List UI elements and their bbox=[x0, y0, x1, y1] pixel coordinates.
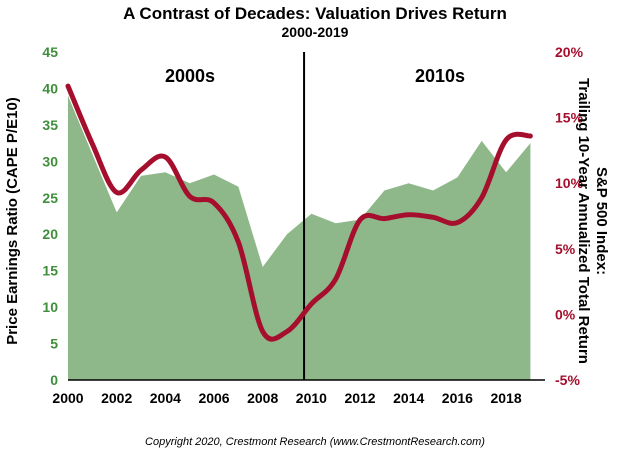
left-tick-label: 35 bbox=[42, 117, 58, 133]
right-tick-label: 10% bbox=[555, 175, 584, 191]
x-tick-label: 2006 bbox=[198, 390, 229, 406]
x-tick-label: 2016 bbox=[442, 390, 473, 406]
cape-area-layer bbox=[67, 95, 531, 380]
right-tick-label: 5% bbox=[555, 241, 576, 257]
right-tick-label: 15% bbox=[555, 110, 584, 126]
x-tick-label: 2012 bbox=[344, 390, 375, 406]
chart-title: A Contrast of Decades: Valuation Drives … bbox=[123, 4, 507, 23]
left-axis: 0 5 10 15 20 25 30 35 40 45 bbox=[42, 44, 58, 388]
x-tick-label: 2000 bbox=[52, 390, 83, 406]
left-tick-label: 30 bbox=[42, 153, 58, 169]
x-tick-label: 2018 bbox=[490, 390, 521, 406]
copyright-footer: Copyright 2020, Crestmont Research (www.… bbox=[145, 436, 485, 448]
right-tick-label: 0% bbox=[555, 306, 576, 322]
cape-area bbox=[68, 95, 531, 380]
right-axis-label-line2: Trailing 10-Year Annualized Total Return bbox=[575, 78, 592, 364]
x-tick-label: 2004 bbox=[150, 390, 181, 406]
right-axis: -5% 0% 5% 10% 15% 20% bbox=[555, 44, 584, 388]
right-tick-label: -5% bbox=[555, 372, 580, 388]
x-tick-label: 2008 bbox=[247, 390, 278, 406]
left-tick-label: 20 bbox=[42, 226, 58, 242]
left-tick-label: 25 bbox=[42, 190, 58, 206]
left-tick-label: 40 bbox=[42, 80, 58, 96]
annotation-2010s: 2010s bbox=[415, 66, 465, 86]
x-axis: 2000 2002 2004 2006 2008 2010 2012 2014 2016 2018 bbox=[52, 379, 545, 406]
right-axis-label-line1: S&P 500 Index: bbox=[593, 167, 610, 275]
x-tick-label: 2014 bbox=[393, 390, 424, 406]
return-line bbox=[65, 83, 533, 342]
left-tick-label: 45 bbox=[42, 44, 58, 60]
annotation-2000s: 2000s bbox=[165, 66, 215, 86]
plot-area: 2000s 2010s bbox=[65, 52, 533, 380]
right-tick-label: 20% bbox=[555, 44, 584, 60]
x-tick-label: 2010 bbox=[296, 390, 327, 406]
return-line-layer bbox=[65, 83, 533, 342]
annotation-layer: 2000s 2010s bbox=[165, 66, 465, 86]
left-tick-label: 5 bbox=[50, 336, 58, 352]
left-tick-label: 0 bbox=[50, 372, 58, 388]
chart-subtitle: 2000-2019 bbox=[282, 24, 349, 40]
left-axis-label: Price Earnings Ratio (CAPE P/E10) bbox=[4, 97, 21, 345]
left-tick-label: 10 bbox=[42, 299, 58, 315]
left-tick-label: 15 bbox=[42, 263, 58, 279]
x-tick-label: 2002 bbox=[101, 390, 132, 406]
